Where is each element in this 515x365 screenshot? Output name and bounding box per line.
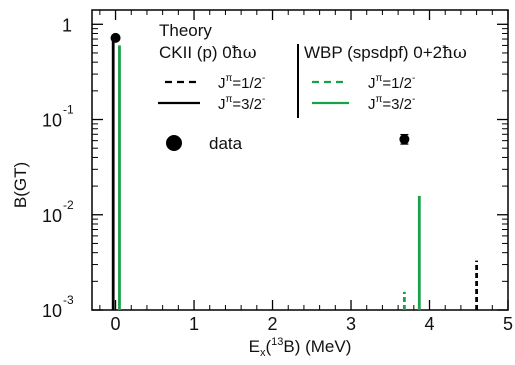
y-axis-ticks: 110-110-210-3	[42, 15, 508, 321]
y-tick-exponent: -2	[63, 198, 74, 212]
legend-label-ckii-half: Jπ=1/2-	[218, 73, 265, 92]
y-tick-label: 10	[42, 111, 62, 131]
legend-label-ckii-threehalf: Jπ=3/2-	[218, 94, 265, 113]
y-tick-label: 1	[62, 15, 72, 35]
x-axis-ticks: 0 1 2 3 4 5	[99, 10, 513, 334]
x-axis-title: Ex(13B) (MeV)	[249, 336, 352, 359]
y-tick-label: 10	[42, 206, 62, 226]
bar-series	[111, 37, 479, 310]
legend-label-wbp-half: Jπ=1/2-	[368, 73, 415, 92]
y-tick-exponent: -1	[63, 103, 74, 117]
data-points	[110, 32, 410, 145]
x-tick-label: 5	[503, 314, 513, 334]
y-tick-label: 10	[42, 301, 62, 321]
x-tick-label: 1	[189, 314, 199, 334]
y-axis-title: B(GT)	[11, 162, 30, 208]
plot-frame	[91, 9, 509, 311]
legend-left-title: CKII (p) 0ħω	[159, 43, 257, 63]
x-tick-label: 3	[346, 314, 356, 334]
x-tick-label: 2	[268, 314, 278, 334]
data-point	[110, 32, 121, 43]
legend-label-wbp-threehalf: Jπ=3/2-	[368, 94, 415, 113]
legend-data-label: data	[209, 134, 243, 153]
y-tick-exponent: -3	[63, 293, 74, 307]
x-tick-label: 0	[111, 314, 121, 334]
legend: Theory CKII (p) 0ħω WBP (spsdpf) 0+2ħω J…	[158, 21, 467, 153]
x-tick-label: 4	[425, 314, 435, 334]
data-point	[399, 134, 410, 145]
legend-right-title: WBP (spsdpf) 0+2ħω	[304, 43, 467, 63]
legend-data-marker	[166, 135, 182, 151]
legend-title: Theory	[159, 21, 212, 40]
